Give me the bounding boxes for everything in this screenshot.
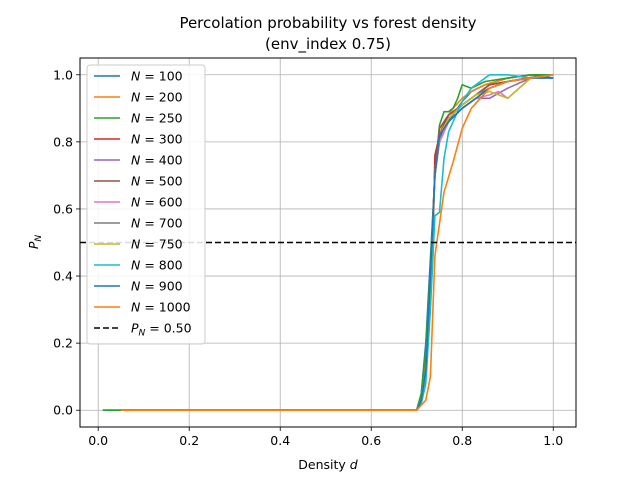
x-axis-label: Density d [298, 457, 358, 472]
legend-label: N = 700 [131, 216, 183, 231]
legend-label: N = 250 [131, 111, 183, 126]
y-tick-label: 0.6 [53, 201, 73, 216]
legend-box [86, 64, 206, 345]
legend: N = 100 N = 200 N = 250 N = 300 N = 400 N = 5… [86, 64, 206, 345]
legend-label: N = 1000 [131, 300, 191, 315]
series-line-n1000 [121, 74, 554, 412]
x-tick-label: 0.6 [361, 433, 381, 448]
x-axis-ticks: 0.0 0.2 0.4 0.6 0.8 1.0 [88, 427, 563, 448]
legend-label: N = 600 [131, 195, 183, 210]
y-tick-label: 1.0 [53, 67, 73, 82]
x-tick-label: 1.0 [543, 433, 563, 448]
legend-label: N = 800 [131, 258, 183, 273]
x-tick-label: 0.2 [179, 433, 199, 448]
series-line-n800 [121, 74, 554, 412]
legend-label: N = 500 [131, 174, 183, 189]
legend-label: N = 300 [131, 132, 183, 147]
y-tick-label: 0.2 [53, 336, 73, 351]
x-tick-label: 0.4 [270, 433, 290, 448]
y-tick-label: 0.4 [53, 269, 73, 284]
series-lines [102, 74, 554, 412]
x-tick-label: 0.0 [88, 433, 108, 448]
series-line-n250 [102, 74, 554, 412]
y-tick-label: 0.0 [53, 403, 73, 418]
legend-label: N = 200 [131, 90, 183, 105]
legend-label: N = 750 [131, 237, 183, 252]
plot-frame [79, 57, 577, 428]
y-tick-label: 0.8 [53, 134, 73, 149]
chart-subtitle: (env_index 0.75) [265, 35, 391, 54]
chart-title: Percolation probability vs forest densit… [179, 14, 476, 32]
legend-label: N = 400 [131, 153, 183, 168]
legend-label-reference: PN = 0.50 [131, 321, 192, 339]
y-axis-ticks: 0.0 0.2 0.4 0.6 0.8 1.0 [53, 67, 80, 418]
x-tick-label: 0.8 [452, 433, 472, 448]
legend-label: N = 100 [131, 69, 183, 84]
y-axis-label: PN [26, 235, 44, 250]
legend-label: N = 900 [131, 279, 183, 294]
